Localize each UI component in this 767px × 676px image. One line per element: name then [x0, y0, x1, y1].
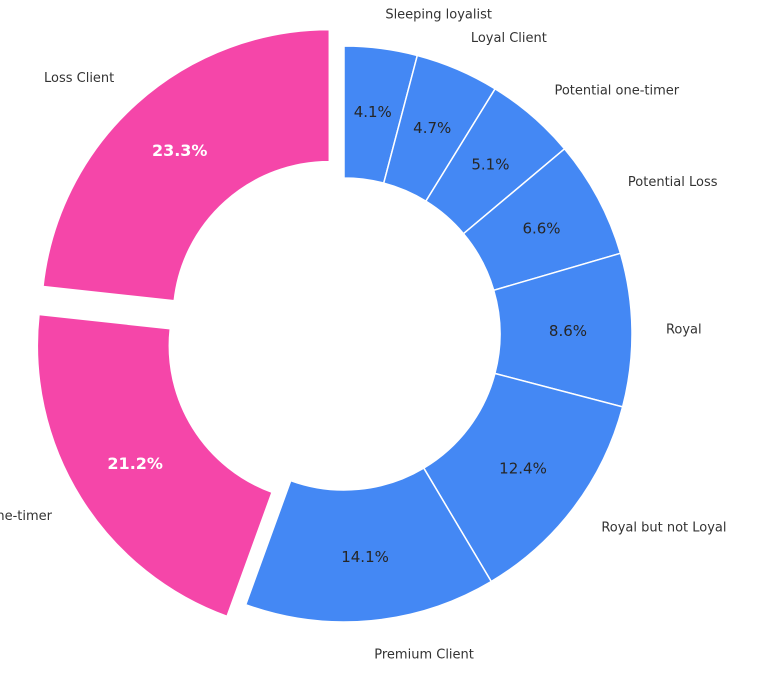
category-label-potential-one-timer: Potential one-timer: [554, 83, 679, 98]
category-label-premium-client: Premium Client: [374, 648, 474, 663]
slice-loss-client: [42, 28, 331, 302]
category-label-loss-client: Loss Client: [44, 71, 114, 86]
value-label-potential-one-timer: 5.1%: [471, 155, 509, 173]
value-label-potential-loss: 6.6%: [522, 219, 560, 237]
slice-one-timer: [36, 313, 274, 618]
category-label-one-timer: One-timer: [0, 509, 53, 524]
value-label-royal: 8.6%: [549, 322, 587, 340]
labels-group: 4.1% Sleeping loyalist 4.7% Loyal Client 5.1…: [0, 8, 727, 663]
category-label-loyal-client: Loyal Client: [471, 31, 547, 46]
value-label-loss-client: 23.3%: [152, 141, 208, 160]
category-label-royal-but-not-loyal: Royal but not Loyal: [601, 521, 726, 536]
slices-group: [36, 28, 633, 623]
value-label-one-timer: 21.2%: [107, 454, 163, 473]
value-label-premium-client: 14.1%: [341, 548, 389, 566]
value-label-loyal-client: 4.7%: [413, 119, 451, 137]
category-label-royal: Royal: [666, 322, 702, 337]
category-label-potential-loss: Potential Loss: [628, 175, 718, 190]
slice-premium-client: [244, 467, 493, 623]
value-label-sleeping-loyalist: 4.1%: [354, 103, 392, 121]
category-label-sleeping-loyalist: Sleeping loyalist: [385, 8, 492, 23]
value-label-royal-but-not-loyal: 12.4%: [499, 460, 547, 478]
